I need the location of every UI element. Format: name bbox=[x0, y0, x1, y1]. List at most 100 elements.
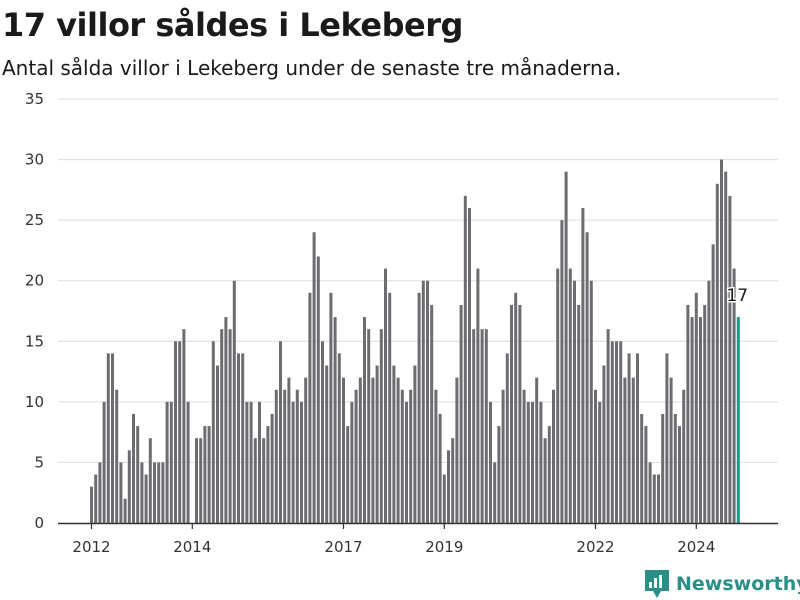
newsworthy-logo-icon bbox=[645, 570, 669, 598]
bar bbox=[169, 401, 173, 523]
bar bbox=[224, 317, 228, 523]
bar bbox=[648, 462, 652, 523]
bar bbox=[123, 498, 127, 523]
bar bbox=[510, 304, 513, 523]
brand-logo: Newsworthy bbox=[644, 569, 800, 599]
bar bbox=[610, 341, 614, 523]
bar bbox=[312, 232, 316, 523]
bar bbox=[556, 268, 560, 523]
bar bbox=[207, 426, 211, 523]
bar bbox=[577, 304, 581, 523]
bar bbox=[253, 438, 257, 523]
bar bbox=[581, 208, 585, 523]
bar bbox=[94, 474, 98, 523]
bar bbox=[375, 365, 379, 523]
bar bbox=[711, 244, 715, 523]
bar bbox=[174, 341, 177, 523]
bar bbox=[228, 329, 232, 523]
bar bbox=[552, 389, 555, 523]
bar bbox=[127, 450, 131, 523]
x-tick-label: 2022 bbox=[576, 538, 614, 556]
bar bbox=[707, 280, 711, 523]
y-tick-label: 5 bbox=[34, 453, 44, 471]
bar bbox=[669, 377, 673, 523]
bar bbox=[392, 365, 396, 523]
bar bbox=[518, 304, 522, 523]
y-tick-label: 35 bbox=[25, 90, 44, 108]
bar bbox=[640, 413, 644, 523]
bar bbox=[308, 292, 312, 523]
bar bbox=[573, 280, 576, 523]
bar bbox=[249, 401, 253, 523]
bar bbox=[400, 389, 404, 523]
bar bbox=[211, 341, 215, 523]
bar bbox=[631, 377, 635, 523]
brand-name: Newsworthy bbox=[676, 573, 800, 595]
bar bbox=[333, 317, 337, 523]
bar bbox=[367, 329, 371, 523]
bar bbox=[442, 474, 446, 523]
bar bbox=[287, 377, 291, 523]
bar bbox=[602, 365, 606, 523]
bar bbox=[547, 426, 551, 523]
bar bbox=[195, 438, 198, 523]
bar bbox=[560, 220, 564, 523]
bar bbox=[115, 389, 119, 523]
bar bbox=[434, 389, 438, 523]
bar bbox=[342, 377, 345, 523]
bar bbox=[98, 462, 102, 523]
bar bbox=[321, 341, 324, 523]
bar bbox=[505, 353, 509, 523]
y-axis-ticks: 0 5 10 15 20 25 30 35 bbox=[25, 90, 44, 532]
bar bbox=[262, 438, 266, 523]
bar bbox=[665, 353, 669, 523]
bar bbox=[678, 426, 681, 523]
y-tick-label: 25 bbox=[25, 211, 44, 229]
bar bbox=[241, 353, 245, 523]
x-tick-label: 2012 bbox=[72, 538, 110, 556]
bar bbox=[165, 401, 169, 523]
bar bbox=[409, 389, 413, 523]
bar bbox=[232, 280, 236, 523]
bar bbox=[153, 462, 156, 523]
bar bbox=[489, 401, 492, 523]
bar bbox=[636, 353, 639, 523]
bar bbox=[484, 329, 488, 523]
bar bbox=[661, 413, 665, 523]
bar bbox=[703, 304, 707, 523]
bar bbox=[157, 462, 161, 523]
bar bbox=[627, 353, 631, 523]
bar bbox=[564, 171, 568, 523]
bar bbox=[447, 450, 450, 523]
x-tick-label: 2017 bbox=[324, 538, 362, 556]
chart-subtitle: Antal sålda villor i Lekeberg under de s… bbox=[2, 56, 622, 80]
bar bbox=[295, 389, 299, 523]
bar bbox=[455, 377, 459, 523]
y-tick-label: 0 bbox=[34, 514, 44, 532]
bar bbox=[379, 329, 383, 523]
bar bbox=[468, 208, 471, 523]
bar bbox=[463, 195, 467, 523]
bar bbox=[413, 365, 417, 523]
bar bbox=[216, 365, 219, 523]
bar bbox=[148, 438, 152, 523]
bar bbox=[161, 462, 165, 523]
bar bbox=[673, 413, 677, 523]
bar bbox=[354, 389, 358, 523]
bar bbox=[644, 426, 648, 523]
bar bbox=[337, 353, 341, 523]
bar bbox=[270, 413, 274, 523]
y-tick-label: 30 bbox=[25, 151, 44, 169]
bar bbox=[388, 292, 392, 523]
x-tick-label: 2019 bbox=[425, 538, 463, 556]
bars bbox=[90, 159, 740, 524]
bar bbox=[178, 341, 182, 523]
bar bbox=[300, 401, 303, 523]
bar bbox=[728, 195, 732, 523]
bar bbox=[724, 171, 728, 523]
bar bbox=[472, 329, 476, 523]
bar bbox=[699, 317, 702, 523]
bar bbox=[283, 389, 287, 523]
bar bbox=[358, 377, 362, 523]
